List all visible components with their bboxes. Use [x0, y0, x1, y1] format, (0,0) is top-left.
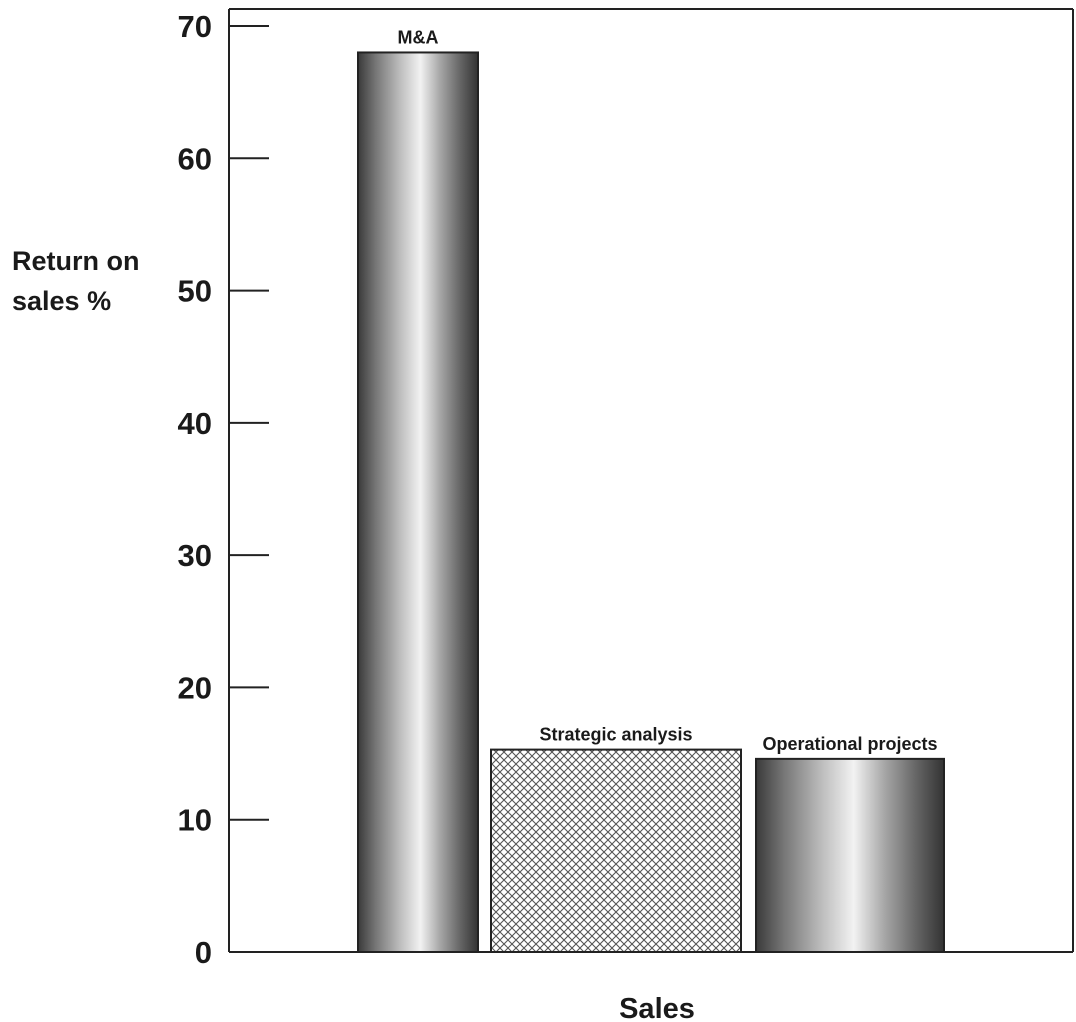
y-axis-title-line-2: sales %	[12, 286, 111, 316]
bar-label-2: Operational projects	[762, 734, 937, 754]
y-axis-title-line-1: Return on	[12, 246, 140, 276]
y-tick-label: 20	[178, 670, 212, 705]
x-axis-title: Sales	[619, 993, 695, 1022]
bar-1	[490, 748, 742, 953]
y-tick-label: 60	[178, 141, 212, 176]
bar-0	[357, 51, 479, 953]
bar-label-1: Strategic analysis	[539, 725, 692, 745]
bar-2	[755, 757, 945, 953]
y-axis-ticks: 0 10 20 30 40 50 60 70	[178, 9, 269, 970]
y-tick-label: 50	[178, 274, 212, 309]
y-tick-label: 70	[178, 9, 212, 44]
y-tick-label: 30	[178, 538, 212, 573]
bars: M&A Strategic analysis Operational project…	[357, 27, 945, 953]
y-tick-label: 0	[195, 935, 212, 970]
y-tick-label: 40	[178, 406, 212, 441]
y-tick-label: 10	[178, 803, 212, 838]
bar-label-0: M&A	[398, 27, 439, 47]
